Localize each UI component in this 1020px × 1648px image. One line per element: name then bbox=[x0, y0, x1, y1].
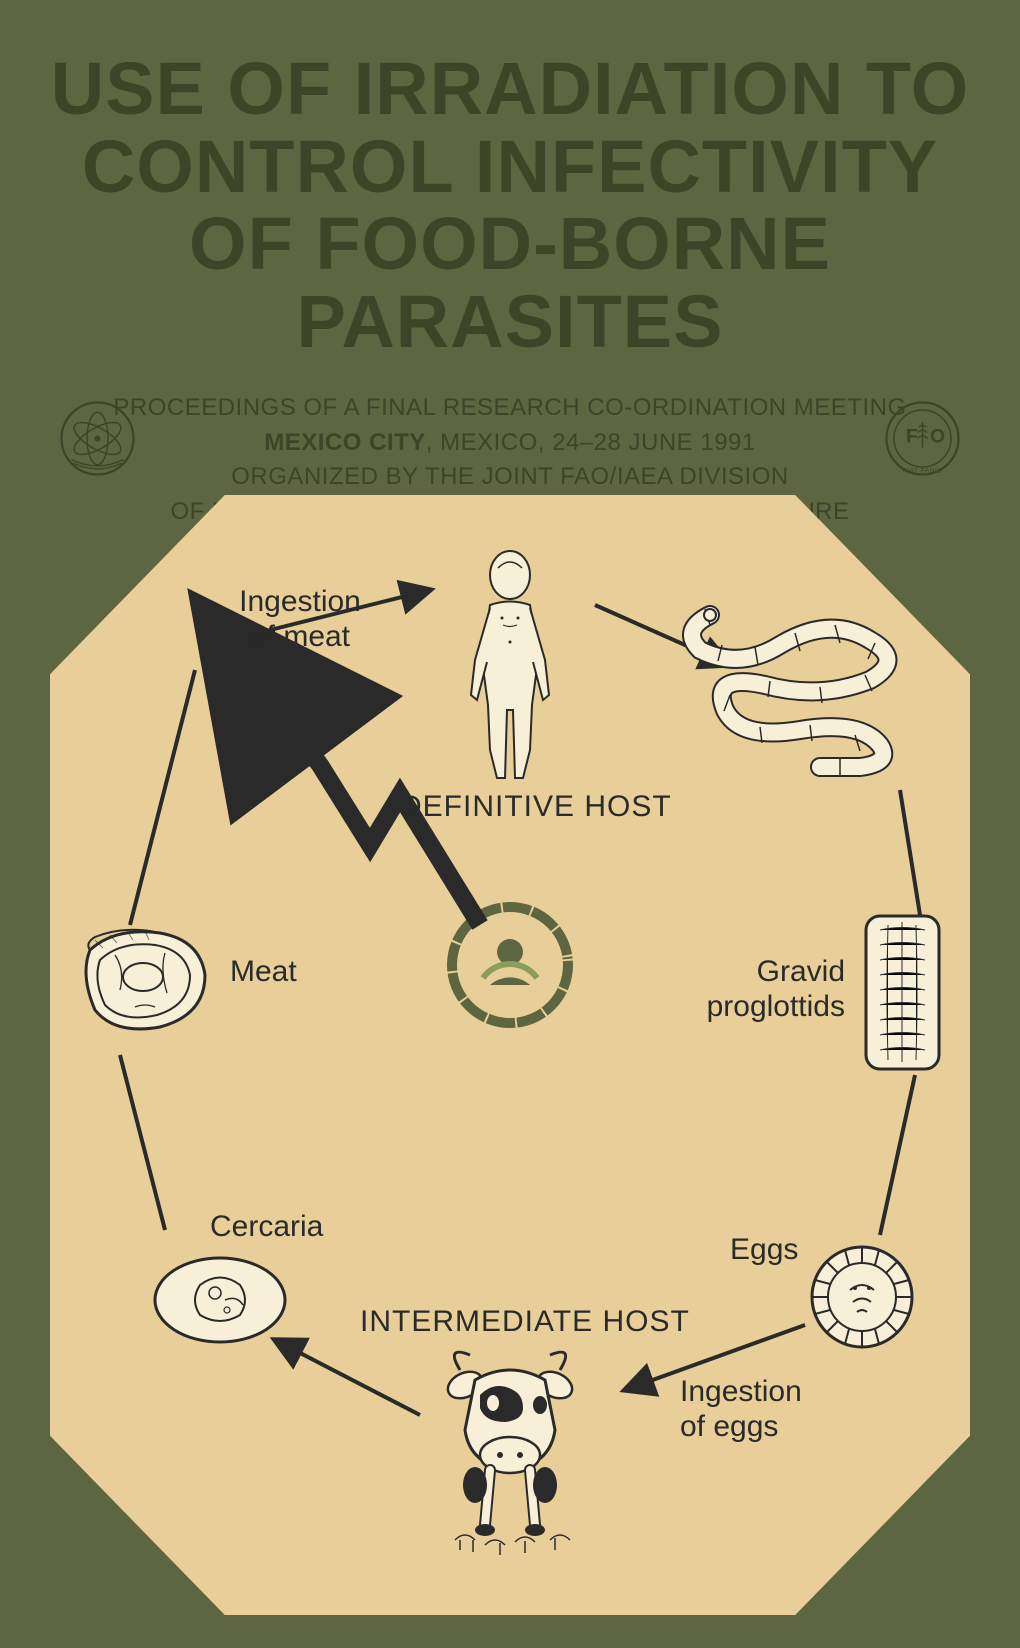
label-cercaria: Cercaria bbox=[210, 1210, 323, 1244]
node-human bbox=[435, 550, 585, 785]
fao-logo-icon: F O FIAT PANIS bbox=[885, 401, 960, 476]
tapeworm-icon bbox=[670, 595, 920, 785]
node-proglottids bbox=[860, 910, 945, 1075]
subtitle-line-2: MEXICO CITY, MEXICO, 24–28 JUNE 1991 bbox=[20, 426, 1000, 461]
cercaria-icon bbox=[145, 1245, 295, 1350]
octagon-panel: DEFINITIVE HOST bbox=[50, 495, 970, 1615]
svg-text:O: O bbox=[930, 425, 946, 447]
cow-icon bbox=[405, 1340, 620, 1565]
label-eggs: Eggs bbox=[730, 1233, 798, 1267]
radura-icon bbox=[445, 900, 575, 1030]
label-meat: Meat bbox=[230, 955, 297, 989]
svg-text:F: F bbox=[906, 425, 918, 447]
label-intermediate-host: INTERMEDIATE HOST bbox=[360, 1305, 690, 1339]
page-title: USE OF IRRADIATION TO CONTROL INFECTIVIT… bbox=[20, 50, 1000, 361]
iaea-logo-icon bbox=[60, 401, 135, 476]
label-ingestion-meat: Ingestion of meat bbox=[225, 585, 375, 654]
label-ingestion-eggs: Ingestion of eggs bbox=[680, 1375, 830, 1444]
node-worm bbox=[670, 595, 920, 785]
subtitle-line-3: ORGANIZED BY THE JOINT FAO/IAEA DIVISION bbox=[20, 460, 1000, 495]
human-icon bbox=[435, 550, 585, 785]
svg-text:FIAT PANIS: FIAT PANIS bbox=[903, 467, 943, 474]
egg-icon bbox=[805, 1240, 920, 1355]
label-proglottids: Gravid proglottids bbox=[695, 955, 845, 1024]
node-meat bbox=[65, 915, 220, 1045]
subtitle-line-1: PROCEEDINGS OF A FINAL RESEARCH CO-ORDIN… bbox=[20, 391, 1000, 426]
node-eggs bbox=[805, 1240, 920, 1355]
lifecycle-diagram: DEFINITIVE HOST bbox=[50, 495, 970, 1615]
proglottid-icon bbox=[860, 910, 945, 1075]
node-cercaria bbox=[145, 1245, 295, 1350]
label-definitive-host: DEFINITIVE HOST bbox=[400, 790, 672, 824]
node-cow bbox=[405, 1340, 620, 1565]
meat-icon bbox=[65, 915, 220, 1045]
